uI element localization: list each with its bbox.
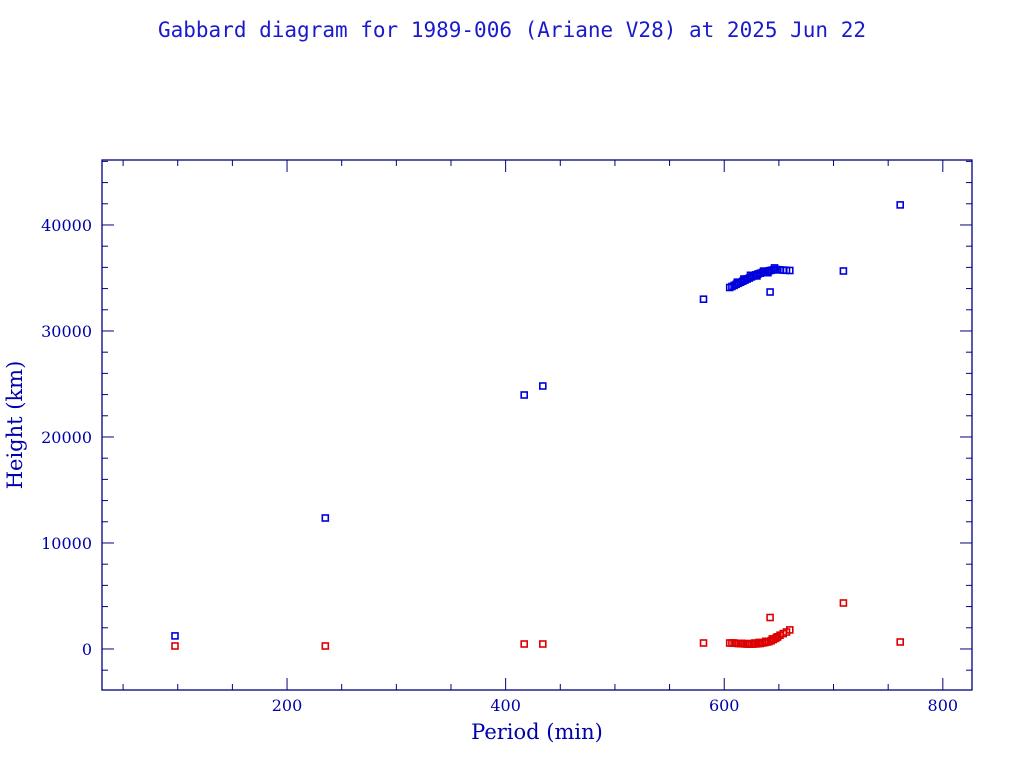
apogee-point [538,382,547,390]
apogee-point [896,201,905,209]
chart-title: Gabbard diagram for 1989-006 (Ariane V28… [158,18,866,42]
apogee-point [733,278,742,287]
axis-ticks [102,160,972,690]
perigee-point [699,639,708,647]
y-tick-label: 0 [82,640,92,659]
perigee-point [766,613,774,622]
y-tick-label: 30000 [41,322,92,341]
apogee-point [699,295,708,304]
apogee-point [839,267,848,275]
perigee-point [896,638,905,646]
x-tick-label: 600 [709,696,740,715]
perigee-point [737,639,746,648]
x-axis-label: Period (min) [471,720,603,744]
data-points [171,201,905,650]
y-tick-label: 40000 [41,216,92,235]
apogee-point [770,264,779,272]
perigee-point [171,642,179,650]
perigee-point [839,599,848,607]
perigee-point [772,633,781,642]
x-tick-label: 800 [928,696,959,715]
apogee-point [759,267,768,275]
plot-frame [101,159,973,691]
y-tick-labels: 0 10000 20000 30000 40000 [41,216,92,659]
apogee-point [766,288,774,296]
perigee-point [538,640,547,648]
apogee-point [520,391,529,399]
x-tick-label: 400 [490,696,521,715]
apogee-point [171,632,179,640]
y-tick-label: 20000 [41,428,92,447]
perigee-point [520,640,529,648]
x-tick-label: 200 [272,696,303,715]
x-tick-labels: 200 400 600 800 [272,696,958,715]
y-tick-label: 10000 [41,534,92,553]
perigee-point [321,642,330,650]
perigee-point [785,626,794,634]
apogee-point [785,266,794,275]
apogee-point [764,268,772,277]
perigee-point [768,635,777,643]
y-axis-label: Height (km) [3,361,27,490]
apogee-point [321,514,330,522]
